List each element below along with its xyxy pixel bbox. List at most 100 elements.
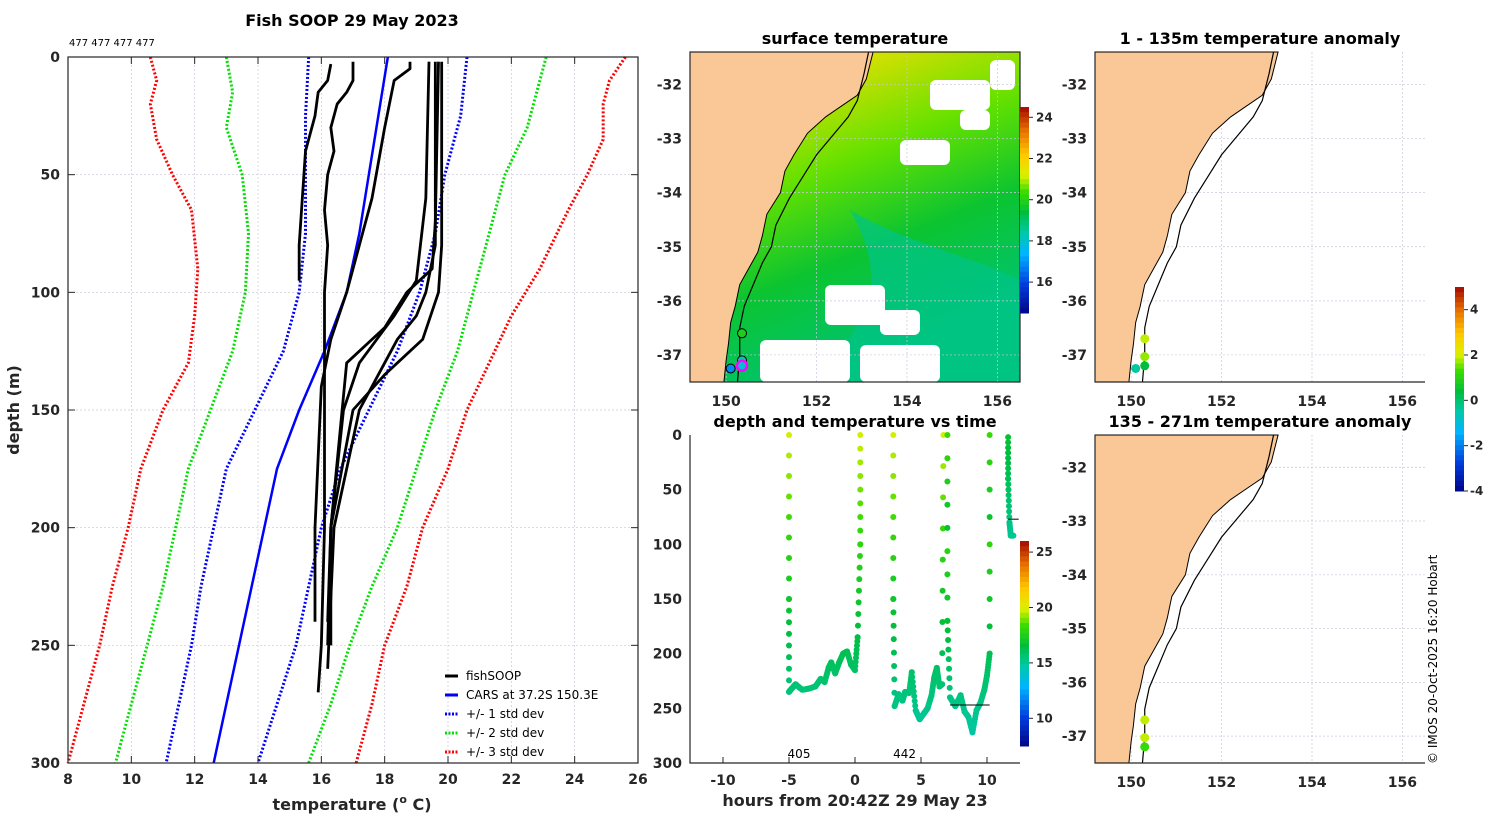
anom1-land	[1094, 51, 1279, 383]
profile-xtick-label: 8	[63, 772, 73, 788]
depth-time-point	[890, 609, 897, 616]
anomaly-1-135-panel: 1 - 135m temperature anomaly 150 152 154 15…	[1062, 29, 1425, 410]
depth-time-point	[786, 619, 792, 626]
depth-time-point	[1005, 460, 1012, 467]
depth-time-point	[1005, 465, 1012, 472]
cloud-gap	[860, 345, 940, 382]
depth-time-point	[856, 552, 863, 559]
depth-time-annotation: 442	[893, 747, 916, 761]
anomaly-colorbar-segment	[1455, 363, 1464, 370]
depth-time-point	[946, 675, 953, 682]
anomaly-colorbar-segment	[1455, 317, 1464, 324]
sst-colorbar-segment	[1020, 179, 1029, 185]
depth-time-point	[908, 669, 915, 676]
depth-time-point	[939, 681, 946, 688]
anomaly-colorbar-segment	[1455, 445, 1464, 451]
depth-time-point	[890, 473, 897, 479]
sst-lon-label: 156	[983, 394, 1012, 410]
depth-time-point	[890, 432, 897, 438]
sst-colorbar-segment	[1020, 127, 1029, 134]
sst-colorbar-segment	[1020, 132, 1029, 139]
legend-label: +/- 1 std dev	[466, 707, 544, 721]
depth-time-point	[857, 514, 864, 520]
depth-time-point	[939, 650, 946, 657]
depth-time-point	[945, 646, 952, 653]
anom1-lat-label: -32	[1062, 77, 1087, 93]
depth-time-point	[856, 564, 863, 571]
depth-time-point	[786, 642, 792, 649]
sst-colorbar-segment	[1020, 210, 1029, 216]
anomaly-colorbar-segment	[1455, 414, 1464, 421]
depth-time-point	[890, 534, 897, 541]
anom2-anomaly-marker	[1140, 742, 1150, 752]
profile-panel: Fish SOOP 29 May 2023 477 477 477 477 8 1…	[4, 11, 648, 814]
depth-time-colorbar-segment	[1020, 602, 1029, 609]
sst-colorbar-segment	[1020, 112, 1029, 118]
depth-time-xtick-label: 0	[850, 773, 860, 789]
depth-time-point	[1010, 532, 1017, 539]
depth-time-point	[857, 459, 864, 466]
depth-time-xlabel: hours from 20:42Z 29 May 23	[722, 791, 987, 810]
anom1-anomaly-marker	[1140, 361, 1150, 371]
sst-colorbar-segment	[1020, 168, 1029, 175]
depth-time-point	[940, 463, 947, 470]
anom1-lon-label: 154	[1297, 394, 1326, 410]
depth-time-point	[945, 637, 952, 643]
sst-colorbar-label: 24	[1036, 110, 1053, 124]
std-envelope-line	[307, 56, 548, 764]
depth-time-ytick-label: 50	[663, 483, 683, 499]
depth-time-point	[986, 514, 993, 520]
sst-colorbar-segment	[1020, 107, 1029, 113]
depth-time-colorbar-segment	[1020, 633, 1029, 639]
profile-ytick-label: 150	[31, 403, 60, 419]
depth-time-point	[986, 486, 993, 493]
profile-xtick-label: 18	[375, 772, 394, 788]
depth-time-point	[854, 622, 861, 629]
depth-time-point	[939, 587, 946, 594]
sst-colorbar-segment	[1020, 225, 1029, 232]
depth-time-point	[944, 432, 951, 438]
depth-time-point	[890, 555, 897, 561]
sst-colorbar-segment	[1020, 173, 1029, 180]
anomaly-colorbar-segment	[1455, 424, 1464, 431]
anomaly-colorbar-segment	[1455, 368, 1464, 375]
depth-time-point	[944, 571, 951, 578]
anom1-lat-label: -37	[1062, 348, 1087, 364]
depth-time-point	[857, 500, 864, 507]
anomaly-colorbar-segment	[1455, 292, 1464, 298]
sst-colorbar-segment	[1020, 163, 1029, 170]
sst-shelf-contour	[736, 51, 870, 383]
depth-time-point	[786, 630, 792, 637]
depth-time-point	[939, 556, 946, 563]
anomaly-colorbar-segment	[1455, 485, 1464, 492]
cloud-gap	[990, 60, 1015, 90]
sst-cool-eddy	[820, 210, 1020, 382]
anom2-lon-label: 156	[1388, 775, 1417, 791]
sst-colorbar-segment	[1020, 199, 1029, 206]
depth-time-colorbar-segment	[1020, 684, 1029, 691]
depth-time-point	[946, 665, 953, 672]
sst-colorbar-segment	[1020, 271, 1029, 278]
depth-time-point	[945, 656, 952, 663]
depth-time-ytick-label: 250	[653, 701, 682, 717]
sst-colorbar-label: 16	[1036, 275, 1053, 289]
anomaly-colorbar-label: 2	[1470, 348, 1478, 362]
depth-time-point	[1005, 503, 1012, 510]
anom2-shelf-contour	[1141, 434, 1275, 764]
anomaly-colorbar-segment	[1455, 434, 1464, 441]
sst-colorbar-segment	[1020, 302, 1029, 309]
depth-time-point	[911, 697, 918, 704]
fishsoop-profile-line	[313, 61, 412, 622]
anom2-anomaly-marker	[1140, 715, 1150, 725]
fishsoop-profile-line	[297, 63, 333, 281]
profile-xtick-label: 16	[312, 772, 331, 788]
anomaly-colorbar-segment	[1455, 338, 1464, 344]
sst-colorbar-segment	[1020, 297, 1029, 304]
sst-colorbar-segment	[1020, 246, 1029, 252]
depth-time-point	[786, 493, 792, 500]
anom2-lat-label: -37	[1062, 729, 1087, 745]
sst-colorbar-segment	[1020, 282, 1029, 288]
anom2-lon-label: 152	[1207, 775, 1236, 791]
depth-time-colorbar-segment	[1020, 674, 1029, 680]
anom2-lon-label: 150	[1117, 775, 1146, 791]
